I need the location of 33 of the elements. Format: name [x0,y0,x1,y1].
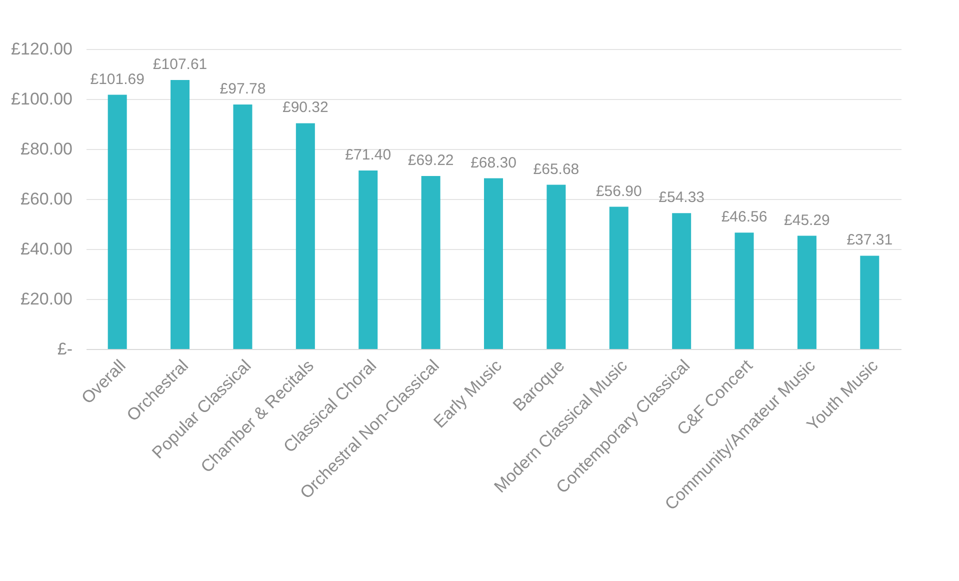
data-label: £71.40 [345,146,392,164]
bar [233,104,252,349]
bar [672,213,692,349]
bar [734,232,754,349]
bar [421,176,440,349]
y-tick-label: £80.00 [20,140,72,158]
data-label: £68.30 [470,154,516,172]
y-tick-label: £120.00 [11,40,72,58]
data-label: £69.22 [408,152,454,169]
data-label: £107.61 [152,56,208,73]
data-label: £56.90 [596,182,642,200]
y-tick-label: £20.00 [20,290,72,308]
data-label: £65.68 [533,160,580,178]
y-tick-label: £60.00 [20,190,72,208]
data-label: £45.29 [784,212,830,229]
data-label: £37.31 [846,232,893,249]
bar [609,206,628,349]
data-label: £90.32 [282,99,328,116]
data-label: £97.78 [220,80,266,98]
y-tick-label: £- [57,340,72,358]
data-label: £54.33 [658,189,705,206]
data-label: £46.56 [721,208,768,226]
bar [170,80,190,349]
data-label: £101.69 [90,70,144,88]
bar [484,178,503,349]
y-tick-label: £100.00 [11,90,72,108]
bar [296,123,315,349]
bar [797,236,816,349]
y-tick-label: £40.00 [20,240,72,258]
bar [358,170,378,349]
bar [546,184,566,349]
bar [108,94,127,349]
bar [860,256,880,349]
